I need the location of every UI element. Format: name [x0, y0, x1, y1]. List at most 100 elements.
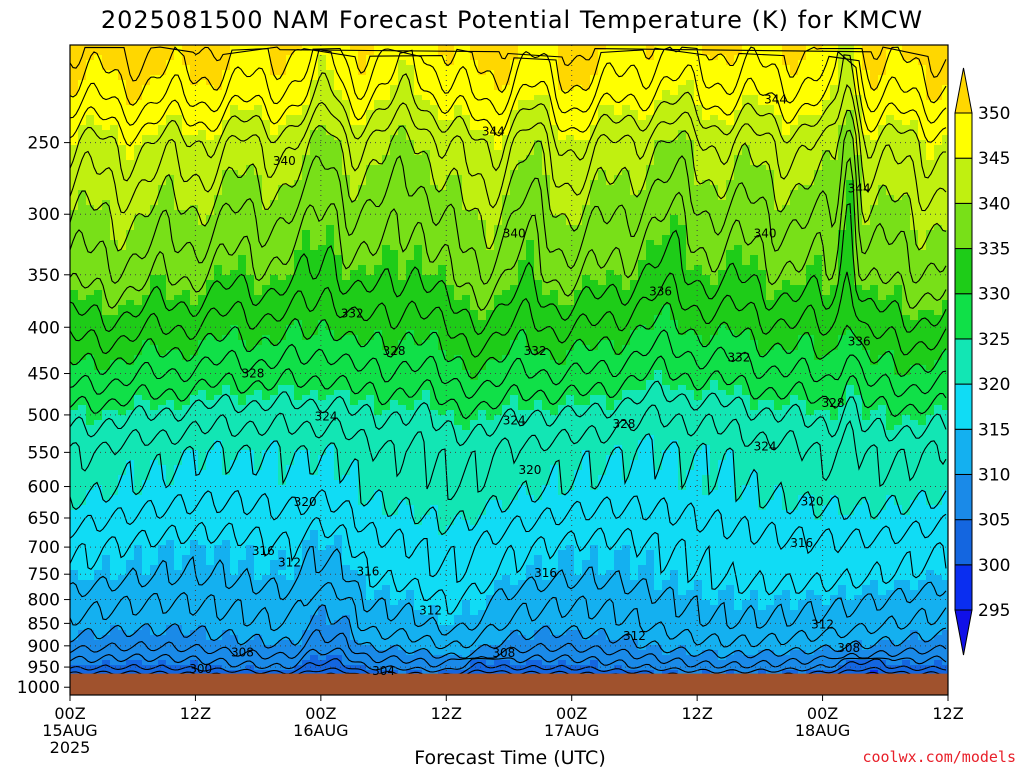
contour-label: 308	[492, 646, 515, 660]
contour-348	[70, 46, 947, 126]
contour-label: 344	[764, 92, 787, 106]
contour-318	[70, 489, 947, 583]
contour-label: 316	[534, 566, 557, 580]
colorbar-label: 345	[978, 149, 1010, 169]
contour-lines	[70, 46, 947, 678]
contour-320	[70, 433, 947, 536]
x-axis-label: Forecast Time (UTC)	[414, 747, 605, 768]
contour-label: 320	[518, 463, 541, 477]
x-tick-label: 12Z	[932, 704, 963, 723]
x-tick-label: 00Z	[305, 704, 336, 723]
contour-label: 328	[613, 417, 636, 431]
contour-label: 312	[278, 556, 301, 570]
contour-label: 340	[754, 226, 777, 240]
y-axis: 250 300 350 400 450 500 550 600 650 700 750 800 850 9…	[17, 134, 70, 698]
contour-label: 308	[231, 645, 254, 659]
contour-328	[70, 329, 947, 400]
contour-322	[70, 404, 947, 501]
contour-label: 336	[848, 335, 871, 349]
contour-label: 328	[822, 396, 845, 410]
contour-label: 312	[419, 604, 442, 618]
colorbar-label: 330	[978, 285, 1010, 305]
y-tick-label: 750	[28, 565, 60, 585]
contour-352	[70, 46, 947, 82]
contour-label: 340	[273, 154, 296, 168]
contour-label: 320	[801, 494, 824, 508]
y-tick-label: 650	[28, 509, 60, 529]
contour-label: 332	[341, 306, 364, 320]
x-tick-label: 18AUG	[795, 721, 850, 740]
contour-350	[70, 46, 947, 106]
colorbar-label: 295	[978, 601, 1010, 621]
y-tick-label: 800	[28, 591, 60, 611]
y-tick-label: 500	[28, 406, 60, 426]
contour-label: 312	[623, 629, 646, 643]
contour-326	[70, 355, 947, 420]
x-tick-label: 12Z	[431, 704, 462, 723]
contour-labels: 340 344 344 344 340 340 336 336 332 332 332 328 328 3…	[189, 92, 870, 678]
contour-label: 328	[383, 344, 406, 358]
contour-334	[70, 203, 947, 336]
y-tick-label: 950	[28, 658, 60, 678]
ground-surface	[70, 673, 948, 695]
contour-label: 332	[727, 350, 750, 364]
y-tick-label: 700	[28, 538, 60, 558]
contour-label: 316	[252, 544, 275, 558]
y-tick-label: 550	[28, 443, 60, 463]
x-tick-label: 12Z	[180, 704, 211, 723]
contour-338	[70, 129, 947, 285]
contour-label: 344	[848, 182, 871, 196]
contour-316	[70, 516, 947, 615]
contour-308	[70, 629, 947, 669]
contour-label: 304	[372, 664, 395, 678]
chart-title: 2025081500 NAM Forecast Potential Temper…	[101, 6, 923, 34]
colorbar: 295 300 305 310 315 320 325 330 335 340 345 350	[954, 67, 1010, 656]
contour-label: 312	[811, 617, 834, 631]
contour-label: 316	[356, 565, 379, 579]
contour-306	[70, 647, 947, 674]
colorbar-label: 325	[978, 330, 1010, 350]
colorbar-label: 315	[978, 420, 1010, 440]
contour-312	[70, 582, 947, 650]
contour-label: 308	[837, 641, 860, 655]
credit-link[interactable]: coolwx.com/models	[862, 748, 1016, 766]
contour-label: 316	[790, 536, 813, 550]
colorbar-label: 340	[978, 194, 1010, 214]
contour-label: 340	[503, 226, 526, 240]
contour-label: 320	[294, 495, 317, 509]
x-tick-label: 15AUG	[42, 721, 97, 740]
contour-344	[70, 54, 946, 182]
grid-lines	[70, 45, 948, 695]
colorbar-label: 350	[978, 104, 1010, 124]
y-tick-label: 300	[28, 205, 60, 225]
contour-330	[70, 301, 947, 380]
y-tick-label: 400	[28, 318, 60, 338]
contour-310	[70, 604, 947, 659]
contour-label: 328	[241, 367, 264, 381]
plot-frame	[69, 44, 949, 696]
contour-label: 332	[524, 344, 547, 358]
x-tick-label: 00Z	[54, 704, 85, 723]
contour-346	[70, 49, 947, 147]
x-tick-label: 00Z	[807, 704, 838, 723]
contour-label: 344	[482, 124, 505, 138]
x-tick-label: 16AUG	[293, 721, 348, 740]
colorbar-label: 320	[978, 375, 1010, 395]
contour-label: 324	[315, 409, 338, 423]
colorbar-label: 305	[978, 511, 1010, 531]
contour-label: 324	[503, 413, 526, 427]
colorbar-label: 335	[978, 240, 1010, 260]
contour-label: 336	[649, 284, 672, 298]
contour-342	[70, 84, 947, 214]
x-tick-label: 00Z	[556, 704, 587, 723]
contour-336	[70, 157, 947, 311]
y-tick-label: 850	[28, 614, 60, 634]
contour-314	[70, 546, 947, 636]
contour-302	[70, 666, 947, 678]
y-tick-label: 350	[28, 266, 60, 286]
y-tick-label: 600	[28, 478, 60, 498]
contour-340	[70, 109, 947, 252]
x-tick-label: 12Z	[681, 704, 712, 723]
